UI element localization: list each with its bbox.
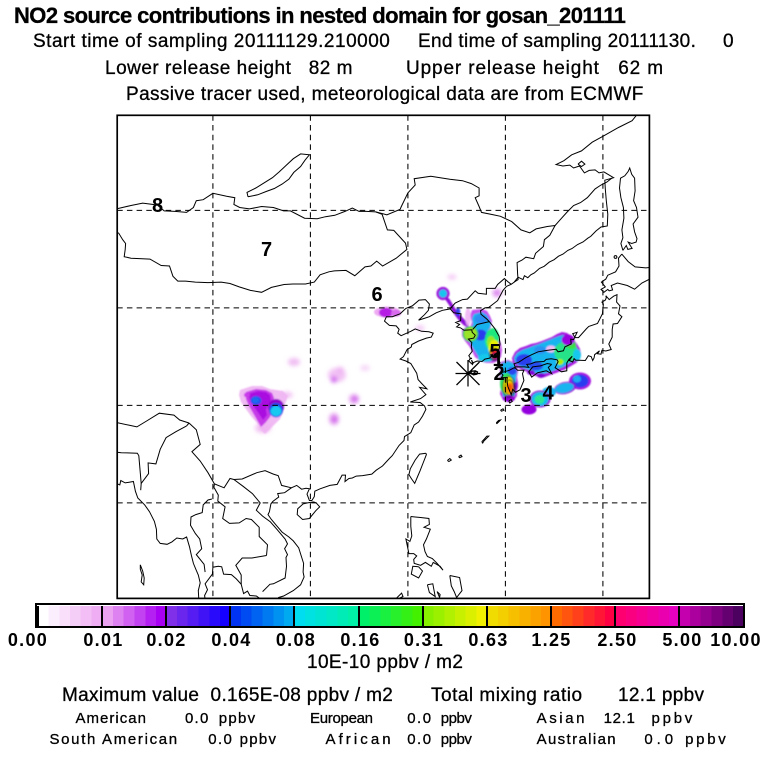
svg-text:2: 2 [494, 363, 505, 385]
svg-text:4: 4 [543, 383, 555, 405]
svg-text:7: 7 [261, 239, 272, 261]
svg-text:8: 8 [152, 195, 163, 217]
svg-text:1: 1 [493, 349, 504, 371]
svg-text:3: 3 [521, 385, 532, 407]
svg-text:5: 5 [490, 341, 501, 363]
svg-text:6: 6 [372, 284, 383, 306]
